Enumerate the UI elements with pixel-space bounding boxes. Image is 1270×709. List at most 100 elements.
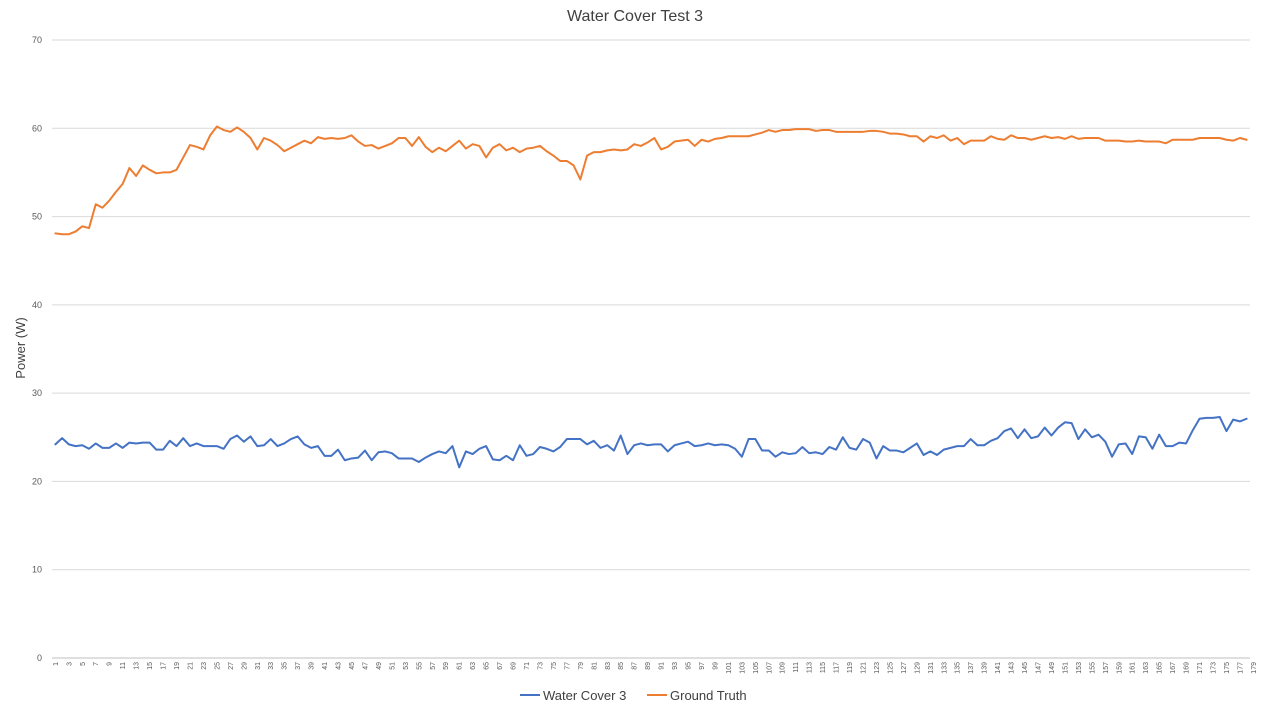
x-tick-label: 61 — [457, 662, 464, 670]
series-line-water-cover-3 — [54, 415, 1248, 469]
x-tick-label: 41 — [322, 662, 329, 670]
x-tick-label: 131 — [928, 662, 935, 674]
x-tick-label: 73 — [537, 662, 544, 670]
x-tick-label: 9 — [107, 662, 114, 666]
x-tick-label: 19 — [174, 662, 181, 670]
x-tick-label: 99 — [712, 662, 719, 670]
y-tick-label: 70 — [32, 35, 42, 45]
x-tick-label: 5 — [80, 662, 87, 666]
x-tick-label: 57 — [430, 662, 437, 670]
x-tick-label: 75 — [551, 662, 558, 670]
x-tick-label: 85 — [618, 662, 625, 670]
x-tick-label: 89 — [645, 662, 652, 670]
x-tick-label: 21 — [187, 662, 194, 670]
x-tick-label: 137 — [968, 662, 975, 674]
x-tick-label: 79 — [578, 662, 585, 670]
x-tick-label: 7 — [93, 662, 100, 666]
x-tick-label: 163 — [1143, 662, 1150, 674]
x-tick-label: 53 — [403, 662, 410, 670]
y-tick-label: 30 — [32, 388, 42, 398]
y-tick-label: 20 — [32, 476, 42, 486]
x-tick-label: 133 — [941, 662, 948, 674]
x-tick-label: 33 — [268, 662, 275, 670]
x-tick-label: 93 — [672, 662, 679, 670]
x-tick-label: 65 — [484, 662, 491, 670]
x-tick-label: 127 — [901, 662, 908, 674]
x-tick-label: 115 — [820, 662, 827, 673]
x-tick-label: 63 — [470, 662, 477, 670]
x-tick-label: 119 — [847, 662, 854, 673]
x-tick-label: 69 — [511, 662, 518, 670]
x-tick-label: 47 — [362, 662, 369, 670]
x-tick-label: 95 — [686, 662, 693, 670]
x-tick-label: 17 — [161, 662, 168, 670]
x-tick-label: 121 — [861, 662, 868, 674]
y-tick-label: 40 — [32, 300, 42, 310]
legend: Water Cover 3 Ground Truth — [520, 688, 747, 703]
x-tick-label: 139 — [982, 662, 989, 674]
x-tick-label: 87 — [632, 662, 639, 670]
x-tick-label: 141 — [995, 662, 1002, 674]
x-tick-label: 171 — [1197, 662, 1204, 674]
x-tick-label: 55 — [416, 662, 423, 670]
x-tick-label: 147 — [1035, 662, 1042, 674]
x-tick-label: 155 — [1089, 662, 1096, 674]
series-line-ground-truth — [54, 125, 1248, 236]
x-tick-label: 27 — [228, 662, 235, 670]
x-tick-label: 145 — [1022, 662, 1029, 674]
x-tick-label: 39 — [309, 662, 316, 670]
y-axis-ticks: 0 10 20 30 40 50 60 70 — [32, 35, 42, 663]
x-tick-label: 31 — [255, 662, 262, 670]
x-tick-label: 23 — [201, 662, 208, 670]
x-tick-label: 125 — [887, 662, 894, 674]
x-tick-label: 25 — [214, 662, 221, 670]
x-tick-label: 161 — [1130, 662, 1137, 674]
x-tick-label: 15 — [147, 662, 154, 670]
x-tick-label: 179 — [1251, 662, 1258, 674]
x-tick-label: 51 — [389, 662, 396, 670]
x-tick-label: 11 — [120, 662, 127, 669]
chart-title: Water Cover Test 3 — [567, 8, 703, 25]
x-tick-label: 151 — [1062, 662, 1069, 674]
x-tick-label: 169 — [1184, 662, 1191, 674]
x-tick-label: 59 — [443, 662, 450, 670]
x-tick-label: 113 — [807, 662, 814, 673]
y-tick-label: 10 — [32, 565, 42, 575]
x-tick-label: 37 — [295, 662, 302, 670]
x-tick-label: 49 — [376, 662, 383, 670]
x-tick-label: 3 — [66, 662, 73, 666]
gridlines — [52, 39, 1250, 659]
x-axis-ticks: 1 3 5 7 9 11 13 15 17 19 21 23 25 27 29 31 33 35 37 39 41 43 4… — [53, 662, 1258, 674]
x-tick-label: 173 — [1210, 662, 1217, 674]
legend-label-ground-truth: Ground Truth — [670, 688, 747, 703]
x-tick-label: 153 — [1076, 662, 1083, 674]
y-tick-label: 0 — [37, 653, 42, 663]
x-tick-label: 177 — [1237, 662, 1244, 674]
x-tick-label: 103 — [739, 662, 746, 674]
x-tick-label: 13 — [134, 662, 141, 670]
x-tick-label: 101 — [726, 662, 733, 674]
x-tick-label: 29 — [241, 662, 248, 670]
x-tick-label: 35 — [282, 662, 289, 670]
x-tick-label: 83 — [605, 662, 612, 670]
x-tick-label: 149 — [1049, 662, 1056, 674]
x-tick-label: 135 — [955, 662, 962, 674]
y-tick-label: 50 — [32, 212, 42, 222]
x-tick-label: 143 — [1009, 662, 1016, 674]
series-lines — [54, 125, 1248, 469]
y-axis-label: Power (W) — [13, 317, 28, 378]
x-tick-label: 157 — [1103, 662, 1110, 674]
x-tick-label: 109 — [780, 662, 787, 674]
y-tick-label: 60 — [32, 123, 42, 133]
x-tick-label: 77 — [564, 662, 571, 670]
x-tick-label: 71 — [524, 662, 531, 670]
x-tick-label: 175 — [1224, 662, 1231, 674]
x-tick-label: 81 — [591, 662, 598, 670]
x-tick-label: 165 — [1157, 662, 1164, 674]
x-tick-label: 123 — [874, 662, 881, 674]
x-tick-label: 129 — [914, 662, 921, 674]
x-tick-label: 167 — [1170, 662, 1177, 674]
x-tick-label: 67 — [497, 662, 504, 670]
x-tick-label: 107 — [766, 662, 773, 674]
